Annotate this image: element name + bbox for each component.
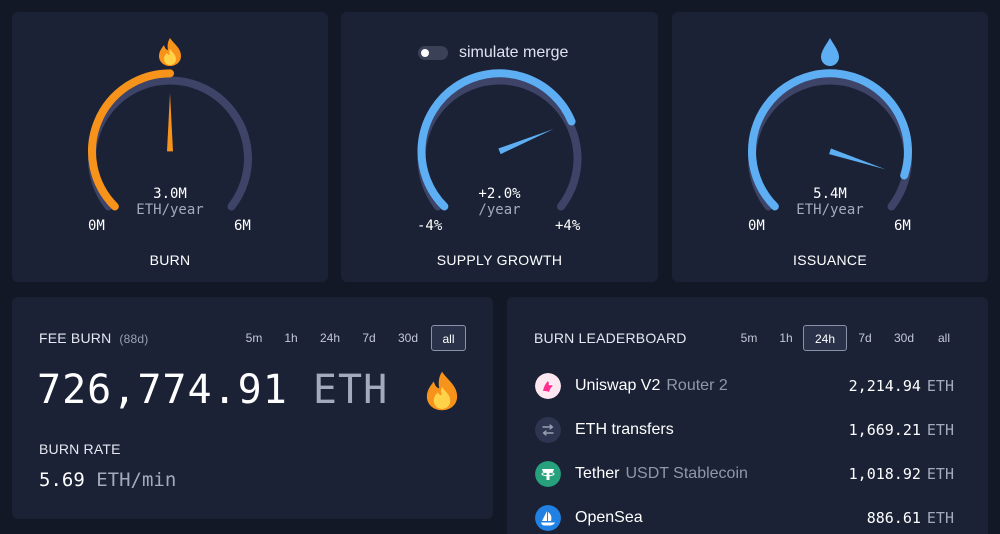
row-value-text: 886.61 bbox=[866, 509, 921, 527]
leaderboard-row-value: 886.61 ETH bbox=[867, 509, 954, 527]
supply-growth-gauge-dial bbox=[417, 69, 582, 211]
droplet-icon bbox=[821, 38, 839, 66]
fire-icon bbox=[159, 38, 181, 66]
leaderboard-timeframe-30d[interactable]: 30d bbox=[893, 331, 915, 345]
issuance-gauge-min: 0M bbox=[748, 218, 765, 234]
fee-burn-title-text: FEE BURN bbox=[39, 330, 112, 346]
supply-gauge-value: +2.0% bbox=[478, 186, 521, 202]
burn-gauge-needle bbox=[167, 92, 173, 152]
burn-gauge-card: 3.0M ETH/year 0M 6M BURN bbox=[12, 12, 328, 282]
row-name-text: Tether bbox=[575, 465, 620, 482]
issuance-gauge-unit: ETH/year bbox=[796, 202, 864, 218]
issuance-gauge-needle bbox=[829, 148, 886, 170]
issuance-gauge-dial bbox=[748, 69, 912, 211]
burn-gauge-unit: ETH/year bbox=[136, 202, 204, 218]
fee-burn-card: FEE BURN (88d) 5m 1h 24h 7d 30d all 726,7… bbox=[12, 297, 493, 519]
row-detail-text: USDT Stablecoin bbox=[625, 465, 748, 482]
row-unit-text: ETH bbox=[926, 377, 954, 395]
leaderboard-row[interactable]: ETH transfers 1,669.21 ETH bbox=[535, 417, 954, 451]
supply-gauge-max: +4% bbox=[555, 218, 581, 234]
row-name-text: Uniswap V2 bbox=[575, 377, 661, 394]
burn-gauge-min: 0M bbox=[88, 218, 105, 234]
uniswap-icon bbox=[535, 373, 561, 399]
leaderboard-row[interactable]: Tether USDT Stablecoin 1,018.92 ETH bbox=[535, 461, 954, 495]
burn-rate-unit: ETH/min bbox=[96, 469, 177, 491]
row-unit-text: ETH bbox=[926, 509, 954, 527]
burn-gauge-dial bbox=[88, 69, 252, 211]
row-name-text: ETH transfers bbox=[575, 421, 674, 438]
supply-gauge-min: -4% bbox=[417, 218, 443, 234]
row-value-text: 1,669.21 bbox=[848, 421, 921, 439]
simulate-merge-toggle[interactable] bbox=[418, 46, 448, 60]
fee-burn-timeframe-30d[interactable]: 30d bbox=[397, 331, 419, 345]
fee-burn-amount-value: 726,774.91 bbox=[37, 367, 288, 413]
row-detail-text: Router 2 bbox=[666, 377, 728, 394]
toggle-knob bbox=[421, 49, 429, 57]
supply-gauge-unit: /year bbox=[478, 202, 521, 218]
supply-growth-gauge-card: simulate merge +2.0% /year -4% +4% SUPPL… bbox=[341, 12, 658, 282]
fee-burn-timeframe-7d[interactable]: 7d bbox=[362, 331, 376, 345]
supply-gauge-title: SUPPLY GROWTH bbox=[436, 252, 563, 268]
tether-icon bbox=[535, 461, 561, 487]
fee-burn-title: FEE BURN (88d) bbox=[39, 330, 148, 346]
transfer-arrows-icon bbox=[535, 417, 561, 443]
fee-burn-amount: 726,774.91 ETH bbox=[37, 367, 388, 413]
issuance-gauge-title: ISSUANCE bbox=[793, 252, 867, 268]
opensea-icon bbox=[535, 505, 561, 531]
row-unit-text: ETH bbox=[926, 421, 954, 439]
burn-rate: 5.69 ETH/min bbox=[39, 469, 176, 491]
fee-burn-amount-unit: ETH bbox=[312, 367, 389, 413]
leaderboard-title: BURN LEADERBOARD bbox=[534, 330, 687, 346]
burn-gauge-value: 3.0M bbox=[153, 186, 187, 202]
issuance-gauge-fill bbox=[748, 69, 912, 211]
leaderboard-row-value: 1,018.92 ETH bbox=[849, 465, 954, 483]
fee-burn-period: (88d) bbox=[119, 332, 149, 346]
supply-gauge-needle bbox=[498, 128, 554, 155]
supply-gauge-fill bbox=[417, 69, 576, 211]
simulate-merge-label: simulate merge bbox=[459, 44, 569, 61]
fee-burn-timeframe-1h[interactable]: 1h bbox=[284, 331, 298, 345]
burn-gauge-fill bbox=[88, 69, 174, 211]
row-value-text: 1,018.92 bbox=[848, 465, 921, 483]
issuance-gauge-max: 6M bbox=[894, 218, 911, 234]
leaderboard-row-name: Tether USDT Stablecoin bbox=[575, 465, 748, 483]
burn-rate-value: 5.69 bbox=[39, 469, 85, 491]
burn-gauge-max: 6M bbox=[234, 218, 251, 234]
leaderboard-timeframe-24h[interactable]: 24h bbox=[803, 325, 847, 351]
leaderboard-row-value: 2,214.94 ETH bbox=[849, 377, 954, 395]
fee-burn-timeframe-all[interactable]: all bbox=[431, 325, 466, 351]
row-value-text: 2,214.94 bbox=[848, 377, 921, 395]
leaderboard-timeframe-7d[interactable]: 7d bbox=[858, 331, 872, 345]
fire-icon bbox=[426, 371, 458, 411]
fee-burn-timeframe-5m[interactable]: 5m bbox=[245, 331, 263, 345]
row-name-text: OpenSea bbox=[575, 509, 643, 526]
leaderboard-row[interactable]: OpenSea 886.61 ETH bbox=[535, 505, 954, 534]
burn-leaderboard-card: BURN LEADERBOARD 5m 1h 24h 7d 30d all Un… bbox=[507, 297, 988, 534]
fee-burn-timeframe-24h[interactable]: 24h bbox=[319, 331, 341, 345]
leaderboard-row[interactable]: Uniswap V2 Router 2 2,214.94 ETH bbox=[535, 373, 954, 407]
burn-gauge-title: BURN bbox=[149, 252, 191, 268]
leaderboard-timeframe-5m[interactable]: 5m bbox=[740, 331, 758, 345]
leaderboard-row-name: ETH transfers bbox=[575, 421, 674, 439]
issuance-gauge-card: 5.4M ETH/year 0M 6M ISSUANCE bbox=[672, 12, 988, 282]
burn-rate-label: BURN RATE bbox=[39, 441, 121, 457]
issuance-gauge-value: 5.4M bbox=[813, 186, 847, 202]
row-unit-text: ETH bbox=[926, 465, 954, 483]
leaderboard-timeframe-1h[interactable]: 1h bbox=[779, 331, 793, 345]
leaderboard-row-name: Uniswap V2 Router 2 bbox=[575, 377, 728, 395]
leaderboard-row-value: 1,669.21 ETH bbox=[849, 421, 954, 439]
leaderboard-row-name: OpenSea bbox=[575, 509, 643, 527]
leaderboard-timeframe-all[interactable]: all bbox=[937, 331, 950, 345]
